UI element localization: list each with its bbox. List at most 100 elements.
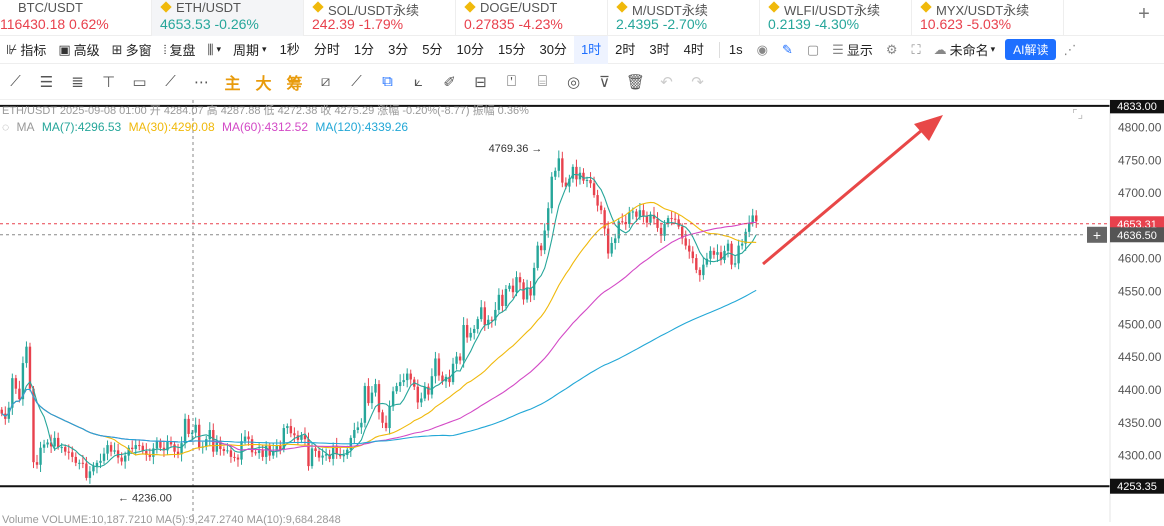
add-tab-button[interactable]: + [1138, 3, 1150, 25]
candle-body [476, 319, 479, 329]
magic-icon[interactable]: ⧄ [320, 73, 331, 90]
candle-body [321, 455, 324, 458]
tf-15m[interactable]: 15分 [498, 41, 526, 57]
candle-body [733, 263, 737, 265]
candle-body [441, 375, 444, 382]
undo-icon[interactable]: ↶ [660, 73, 673, 91]
tab-myx[interactable]: MYX/USDT永续 10.623 -5.03% [912, 0, 1064, 36]
tf-3m[interactable]: 3分 [388, 41, 409, 57]
candle-body [596, 195, 599, 206]
tf-3h[interactable]: 3时 [649, 41, 670, 57]
ai-analysis-button[interactable]: AI解读 [1005, 39, 1057, 60]
fullscreen-icon[interactable]: ⛶ [911, 41, 921, 57]
delete-icon[interactable]: 🗑︎ [625, 73, 646, 91]
tab-price: 0.2139 -4.30% [768, 16, 860, 32]
candle-body [747, 223, 751, 232]
candle-body [74, 456, 77, 463]
candle-body [346, 449, 349, 455]
tf-1s[interactable]: 1秒 [279, 41, 300, 57]
measure-icon[interactable]: ⟋ [351, 73, 362, 90]
fib-icon[interactable]: ◎ [566, 73, 581, 91]
display-button[interactable]: ☰ 显示 [832, 41, 873, 59]
candle-body [169, 441, 173, 445]
refresh-1s-button[interactable]: 1s [728, 41, 743, 57]
tf-1m[interactable]: 1分 [353, 41, 375, 57]
ma30-line [1, 201, 757, 456]
candle-body [88, 471, 92, 478]
camera-icon[interactable]: ◉ [756, 41, 768, 57]
candle-body [272, 451, 275, 456]
tab-doge[interactable]: DOGE/USDT 0.27835 -4.23% [456, 0, 608, 36]
cursor-icon[interactable]: ⧉ [382, 73, 393, 90]
candle-body [381, 412, 384, 423]
eye-icon[interactable]: ◌ [2, 120, 10, 134]
candle-body [331, 445, 335, 459]
ma7-line [1, 173, 757, 468]
candle-body [610, 242, 613, 254]
chart-toolbar: ⊮ 指标 ▣ 高级 ⊞ 多窗 ⦙ 复盘 ⫼ ▾ 周期 ▾ 1秒 分时 1分 3分 5分 10… [0, 35, 1164, 64]
chips-button[interactable]: 筹 [286, 75, 303, 93]
tf-10m[interactable]: 10分 [456, 41, 484, 57]
redo-icon[interactable]: ↷ [691, 73, 704, 91]
candle-body [35, 462, 39, 465]
pencil-icon[interactable]: ✎ [781, 41, 793, 57]
brush-icon[interactable]: ⟋ [165, 73, 176, 90]
tab-sol[interactable]: SOL/USDT永续 242.39 -1.79% [304, 0, 456, 36]
tab-wlfi[interactable]: WLFI/USDT永续 0.2139 -4.30% [760, 0, 912, 36]
tf-2h[interactable]: 2时 [615, 41, 636, 57]
comment-icon[interactable]: ▢ [806, 41, 820, 57]
ray-icon[interactable]: ⊤ [101, 73, 116, 91]
candle-body [698, 269, 702, 276]
period-button[interactable]: 周期 ▾ [233, 43, 267, 58]
pen-icon[interactable]: ✐ [443, 73, 456, 91]
share-icon[interactable]: ⋰ [1063, 41, 1077, 57]
replay-button[interactable]: ⦙ 复盘 [163, 41, 196, 59]
filter-icon[interactable]: ⊽ [599, 73, 610, 91]
candlestick-chart[interactable]: 4300.00 4350.00 4400.00 4450.00 4500.00 4550.… [0, 100, 1164, 522]
cloud-save-button[interactable]: ☁ 未命名 ▾ [933, 41, 996, 59]
tf-1h[interactable]: 1时 [573, 35, 609, 64]
alert-icon[interactable]: ⍞ [506, 73, 516, 90]
tf-line[interactable]: 分时 [313, 41, 340, 57]
parallel-lines-icon[interactable]: ≣ [71, 73, 84, 91]
more-icon[interactable]: ⋯ [194, 73, 209, 91]
settings-icon[interactable]: ⚙ [885, 41, 898, 57]
rectangle-icon[interactable]: ▭ [132, 73, 147, 91]
divider [718, 41, 720, 58]
candle-body [483, 307, 486, 326]
tf-5m[interactable]: 5分 [422, 41, 443, 57]
pattern-icon[interactable]: ⊟ [474, 73, 487, 91]
candle-body [356, 427, 360, 431]
tf-30m[interactable]: 30分 [539, 41, 567, 57]
price-axis-tick: 4450.00 [1118, 350, 1162, 364]
candle-body [603, 210, 606, 229]
horizontal-lines-icon[interactable]: ☰ [39, 73, 54, 91]
candle-body [247, 436, 250, 440]
tf-4h[interactable]: 4时 [683, 41, 704, 57]
candle-body [525, 287, 529, 300]
tab-btc[interactable]: BTC/USDT 116430.18 0.62% [0, 0, 152, 36]
candle-body [684, 238, 687, 246]
candle-body [716, 252, 719, 255]
tab-eth[interactable]: ETH/USDT 4653.53 -0.26% [152, 0, 304, 36]
multi-window-button[interactable]: ⊞ 多窗 [111, 41, 152, 59]
support-tag-bg [1110, 478, 1164, 494]
candle-body [585, 179, 589, 181]
candle-body [406, 373, 409, 381]
candle-body [92, 466, 95, 472]
tab-m[interactable]: M/USDT永续 2.4395 -2.70% [608, 0, 760, 36]
candle-body [261, 450, 264, 457]
candle-body [78, 462, 81, 464]
candle-type-button[interactable]: ⫼ ▾ [202, 36, 228, 64]
indicators-button[interactable]: ⊮ 指标 [6, 41, 47, 59]
trend-line-icon[interactable]: ⟋ [10, 73, 21, 90]
ruler-icon[interactable]: ⟀ [414, 73, 423, 90]
candle-body [504, 288, 508, 306]
big-order-button[interactable]: 大 [255, 75, 272, 93]
main-force-button[interactable]: 主 [224, 75, 241, 93]
candle-body [589, 179, 592, 184]
advanced-button[interactable]: ▣ 高级 [58, 41, 100, 59]
trend-arrow-head [914, 115, 943, 141]
price-axis-tick: 4750.00 [1118, 153, 1162, 167]
note-icon[interactable]: ⌸ [537, 73, 547, 90]
